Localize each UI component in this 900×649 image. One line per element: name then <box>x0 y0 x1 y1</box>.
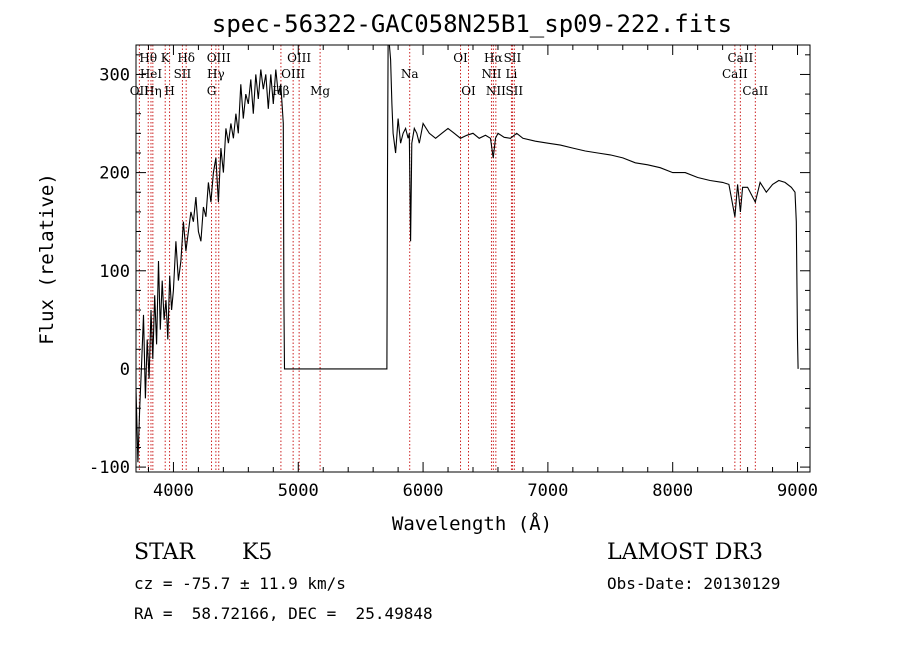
line-label-6: SII <box>174 67 192 81</box>
line-label-2: HeI <box>140 67 163 81</box>
y-axis-label: Flux (relative) <box>36 173 58 345</box>
x-tick-label-8000: 8000 <box>652 481 693 501</box>
y-tick-label--100: -100 <box>89 458 130 478</box>
line-label-16: OI <box>453 51 468 65</box>
x-tick-label-4000: 4000 <box>153 481 194 501</box>
object-class: STAR <box>134 540 195 565</box>
line-label-13: OIII <box>287 51 311 65</box>
x-tick-label-9000: 9000 <box>777 481 818 501</box>
line-label-24: CaII <box>722 67 748 81</box>
plot-frame <box>135 44 811 473</box>
y-tick-label-100: 100 <box>99 262 130 282</box>
x-tick-label-5000: 5000 <box>278 481 319 501</box>
chart-title: spec-56322-GAC058N25B1_sp09-222.fits <box>212 10 732 38</box>
line-label-9: OIII <box>207 51 231 65</box>
obs-date-text: Obs-Date: 20130129 <box>607 574 781 593</box>
flux-line <box>136 45 799 463</box>
line-label-7: Hδ <box>177 51 195 65</box>
line-label-26: CaII <box>742 84 768 98</box>
redshift-text: cz = -75.7 ± 11.9 km/s <box>134 574 346 593</box>
line-label-15: Na <box>401 67 419 81</box>
line-label-19: Hα <box>484 51 503 65</box>
line-label-22: Li <box>506 67 518 81</box>
survey-name: LAMOST DR3 <box>607 540 763 565</box>
x-axis-label: Wavelength (Å) <box>392 512 552 535</box>
y-tick-label-0: 0 <box>120 360 130 380</box>
line-label-1: OII <box>130 84 150 98</box>
line-label-12: OIII <box>281 67 305 81</box>
object-subclass: K5 <box>242 540 273 565</box>
line-label-18: NII <box>481 67 501 81</box>
line-label-17: OI <box>461 84 476 98</box>
x-axis-ticks: 4000 5000 6000 7000 8000 9000 <box>147 45 818 501</box>
coordinates-text: RA = 58.72166, DEC = 25.49848 <box>134 604 433 623</box>
spectral-line-labels: HθOIIHeIHηKHSIIHδGOIIIHγHβOIIIOIIIMgNaOI… <box>130 51 769 98</box>
line-label-25: CaII <box>727 51 753 65</box>
line-label-21: SII <box>504 51 522 65</box>
y-tick-label-200: 200 <box>99 164 130 184</box>
x-tick-label-6000: 6000 <box>403 481 444 501</box>
line-label-0: Hθ <box>139 51 157 65</box>
line-label-4: K <box>161 51 171 65</box>
y-tick-label-300: 300 <box>99 65 130 85</box>
x-tick-label-7000: 7000 <box>527 481 568 501</box>
spectral-line-markers <box>138 45 756 472</box>
line-label-14: Mg <box>310 84 330 98</box>
y-axis-ticks: -100 0 100 200 300 <box>89 54 810 478</box>
spectrum-series <box>136 45 799 463</box>
line-label-8: G <box>207 84 217 98</box>
line-label-3: Hη <box>144 84 162 98</box>
line-label-5: H <box>164 84 174 98</box>
line-label-23: SII <box>505 84 523 98</box>
line-label-20: NII <box>486 84 506 98</box>
line-label-10: Hγ <box>207 67 225 81</box>
